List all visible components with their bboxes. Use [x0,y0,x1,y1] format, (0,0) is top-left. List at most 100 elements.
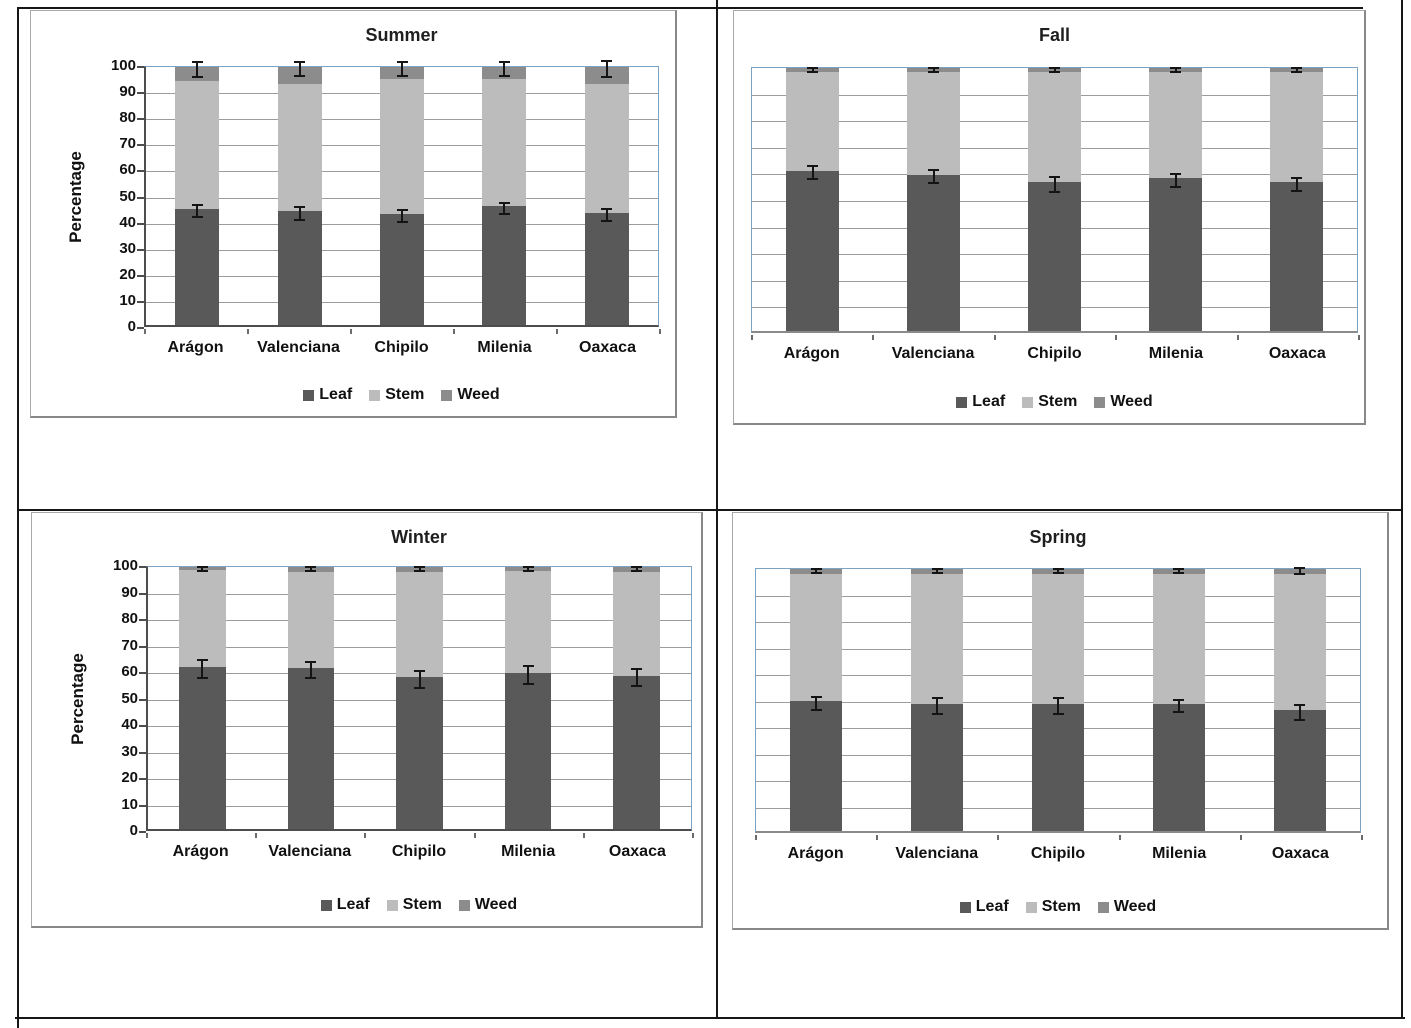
bar-segment-leaf [504,673,552,829]
y-axis-tick-label: 30 [121,742,138,760]
bar-segment-leaf [1273,710,1326,831]
x-axis-tick [997,835,1000,840]
leaf-error-bar [601,208,613,222]
x-axis-tick [755,835,757,840]
chart-winter: Winter Percentage Leaf Stem Weed Arágon V… [31,512,703,928]
legend-item-leaf: Leaf [956,394,1005,410]
table-row-divider [17,509,1402,511]
x-axis-tick [1361,835,1363,840]
category-label: Milenia [1152,845,1207,862]
y-axis-tick [137,248,144,251]
category-label: Chipilo [391,843,447,860]
x-axis-tick [1239,835,1242,840]
legend: Leaf Stem Weed [146,897,692,913]
legend-item-leaf: Leaf [320,897,370,913]
legend-item-weed: Weed [458,897,517,913]
leaf-swatch-icon [303,389,315,401]
x-axis-tick [350,329,352,334]
chart-title: Spring [1029,527,1087,547]
category-label: Valenciana [257,339,340,356]
y-axis-tick [137,66,144,68]
weed-swatch-icon [1094,396,1106,408]
x-axis-tick [556,329,558,334]
leaf-error-bar [931,697,943,715]
plot-area [755,567,1361,833]
stem-swatch-icon [386,899,398,911]
x-axis-tick [146,833,148,838]
leaf-swatch-icon [959,901,971,913]
legend: Leaf Stem Weed [144,387,659,403]
legend-label: Weed [1113,898,1157,915]
y-axis-tick-label: 20 [121,769,138,786]
y-axis-tick-label: 60 [121,663,138,680]
y-axis-tick [139,645,146,648]
bar-segment-stem [504,570,552,674]
total-error-bar [414,565,425,573]
chart-title: Winter [391,527,447,547]
category-label: Milenia [501,843,556,860]
total-error-bar [498,61,510,77]
y-axis-tick [139,725,146,727]
y-axis-tick [137,274,144,277]
bar-segment-leaf [277,211,322,325]
x-axis-tick [872,335,875,340]
y-axis-tick-label: 90 [121,583,138,601]
bar-segment-stem [907,71,960,175]
category-label: Oaxaca [1268,345,1326,362]
bar-segment-leaf [786,170,839,331]
x-axis-tick [692,833,694,838]
bar-segment-stem [790,574,843,702]
total-error-bar [294,61,306,77]
leaf-error-bar [1294,703,1306,722]
bar-segment-leaf [1152,703,1205,831]
leaf-swatch-icon [956,396,968,408]
bar-segment-leaf [287,667,335,829]
y-axis-tick-label: 40 [119,213,136,231]
y-axis-tick-label: 50 [119,187,136,205]
total-error-bar [807,66,818,74]
x-axis-tick [993,335,996,340]
bar-segment-stem [911,574,964,704]
chart-fall: Fall Leaf Stem Weed Arágon Valenciana Chip… [733,10,1366,425]
stem-swatch-icon [369,389,381,401]
x-axis-tick [876,835,879,840]
bar-segment-stem [1149,71,1202,179]
bar-segment-stem [584,83,629,213]
bar-segment-stem [277,83,322,212]
legend-label: Stem [1038,393,1078,410]
bar-segment-stem [482,78,527,207]
x-axis-tick [1118,835,1121,840]
legend-label: Weed [1110,393,1153,410]
weed-swatch-icon [441,389,453,401]
chart-summer: Summer Percentage Leaf Stem Weed Arágon V… [30,10,677,418]
y-axis-tick-label: 0 [127,318,136,335]
bar-segment-stem [287,572,335,668]
legend-label: Weed [457,386,500,403]
weed-swatch-icon [1097,901,1109,913]
y-axis-tick-label: 40 [121,716,138,733]
y-axis-tick-label: 10 [121,795,138,813]
bar-segment-stem [613,572,661,676]
y-axis-tick [139,672,146,674]
y-axis-tick [139,778,146,780]
legend-item-leaf: Leaf [303,387,352,403]
legend-label: Leaf [319,386,353,403]
total-error-bar [631,565,643,573]
y-axis-title: Percentage [66,150,85,243]
legend-label: Stem [385,386,425,403]
y-axis-tick [139,831,146,833]
total-error-bar [1294,567,1306,575]
y-axis-tick [137,118,144,121]
leaf-error-bar [810,696,822,711]
bar-segment-leaf [175,208,220,325]
bar-segment-leaf [584,212,629,325]
y-axis-tick [139,592,146,595]
leaf-error-bar [191,203,203,219]
y-axis-tick [139,619,146,621]
total-error-bar [1173,567,1185,575]
x-axis-tick [453,329,455,334]
leaf-error-bar [305,660,317,680]
x-axis-tick [582,833,585,838]
y-axis-tick [139,751,146,754]
y-axis-tick-label: 70 [121,636,138,654]
